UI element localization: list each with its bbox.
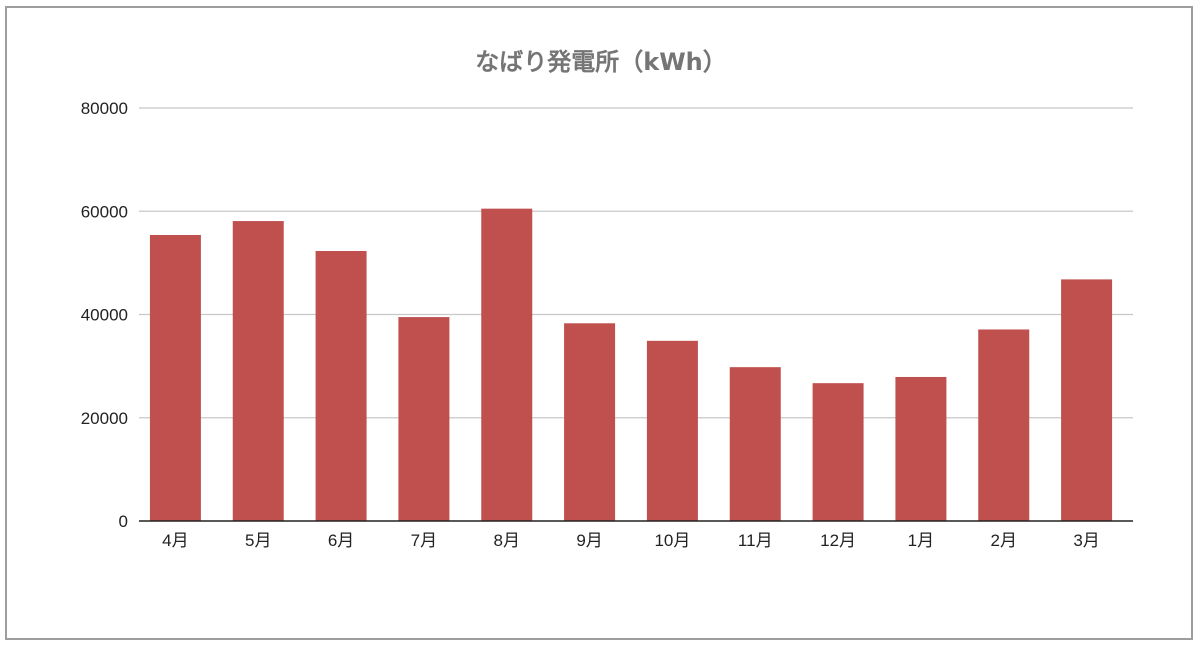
x-tick-label: 10月 [654, 531, 690, 550]
bar [564, 323, 616, 521]
bar [481, 208, 533, 521]
x-tick-label: 7月 [411, 531, 437, 550]
bar-chart: 0 20000 40000 60000 80000 4月 5月 6月 7月 8月 9月 10月 11月… [81, 99, 1133, 550]
x-tick-label: 9月 [576, 531, 602, 550]
bar [1061, 279, 1113, 521]
x-tick-label: 8月 [494, 531, 520, 550]
gridlines [139, 107, 1133, 419]
x-tick-label: 1月 [908, 531, 934, 550]
x-tick-label: 11月 [738, 531, 773, 550]
x-tick-label: 6月 [328, 531, 354, 550]
bar [895, 376, 947, 521]
x-tick-label: 5月 [245, 531, 271, 550]
y-tick-label: 80000 [81, 99, 128, 118]
bar [149, 234, 201, 521]
bar [315, 251, 367, 521]
bar [398, 317, 450, 521]
y-tick-label: 0 [119, 512, 128, 531]
bar [812, 383, 864, 521]
y-tick-label: 60000 [81, 202, 128, 221]
chart-title: なばり発電所（kWh） [475, 48, 727, 76]
bar [646, 340, 698, 521]
x-tick-label: 4月 [162, 531, 188, 550]
chart-frame: なばり発電所（kWh） 0 20000 40000 60000 80000 4月 5月 6月… [5, 6, 1193, 640]
x-axis-ticks: 4月 5月 6月 7月 8月 9月 10月 11月 12月 1月 2月 3月 [162, 531, 1100, 550]
bar [232, 221, 284, 521]
bar [978, 329, 1030, 521]
bar [729, 367, 781, 521]
y-axis-ticks: 0 20000 40000 60000 80000 [81, 99, 128, 531]
y-tick-label: 40000 [81, 306, 128, 325]
bars [149, 208, 1113, 521]
x-tick-label: 12月 [820, 531, 856, 550]
y-tick-label: 20000 [81, 409, 128, 428]
x-tick-label: 2月 [991, 531, 1017, 550]
x-tick-label: 3月 [1073, 531, 1099, 550]
